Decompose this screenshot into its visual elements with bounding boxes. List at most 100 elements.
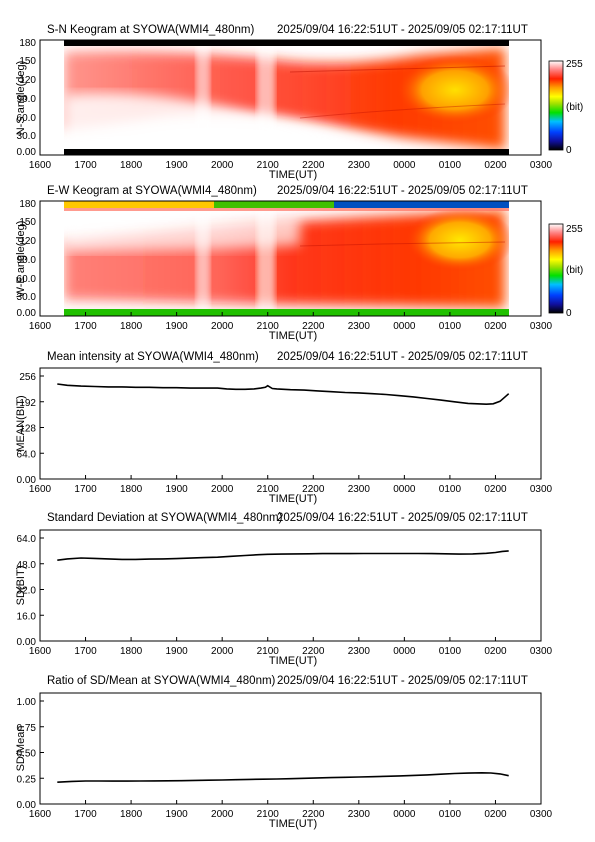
ratio-sd-mean-ylabel: SD/Mean xyxy=(15,726,27,772)
sn-ytick-3: 90.0 xyxy=(17,94,37,105)
ew-colorbar-min: 0 xyxy=(566,308,572,319)
x-tick-label: 2200 xyxy=(302,321,325,332)
x-tick-label: 1600 xyxy=(29,321,52,332)
sn-ytick-6: 180 xyxy=(19,38,36,49)
ratio-sd-mean-ytick-label: 0.50 xyxy=(17,749,37,760)
mean-intensity-xtick-label: 2200 xyxy=(302,484,325,495)
x-tick-label: 0000 xyxy=(393,321,416,332)
ratio-sd-mean-ytick-label: 1.00 xyxy=(17,697,37,708)
ratio-sd-mean-xtick-label: 2000 xyxy=(211,809,234,820)
sn-colorbar-min: 0 xyxy=(566,145,572,156)
standard-deviation-ytick-label: 64.0 xyxy=(17,534,37,545)
sn-keogram-time-range: 2025/09/04 16:22:51UT - 2025/09/05 02:17… xyxy=(277,24,528,36)
standard-deviation-xtick-label: 0000 xyxy=(393,646,416,657)
ew-keogram-frame xyxy=(39,200,542,317)
ew-keogram-ylabel: W-E angle(deg) xyxy=(15,221,27,298)
standard-deviation-xtick-label: 1800 xyxy=(120,646,143,657)
x-axis-label: TIME(UT) xyxy=(269,330,317,342)
standard-deviation-ytick-label: 32.0 xyxy=(17,586,37,597)
ratio-sd-mean-series-line xyxy=(57,771,509,783)
standard-deviation-title: Standard Deviation at SYOWA(WMI4_480nm) xyxy=(47,512,283,524)
mean-intensity-ylabel: MEAN(BIT) xyxy=(15,395,27,451)
ew-keogram-panel: E-W Keogram at SYOWA(WMI4_480nm) 2025/09… xyxy=(15,185,583,342)
ratio-sd-mean-xtick-label: 0100 xyxy=(439,809,462,820)
mean-intensity-ytick-label: 192 xyxy=(19,398,36,409)
x-tick-label: 1800 xyxy=(120,321,143,332)
ew-ytick-2: 60.0 xyxy=(17,274,37,285)
x-tick-label: 2100 xyxy=(257,321,280,332)
ew-colorbar-unit: (bit) xyxy=(566,265,583,276)
mean-intensity-ytick-label: 128 xyxy=(19,424,36,435)
ratio-sd-mean-xtick-label: 1700 xyxy=(74,809,97,820)
standard-deviation-ytick-label: 0.00 xyxy=(17,637,37,648)
mean-intensity-xtick-label: 1900 xyxy=(166,484,189,495)
mean-intensity-ytick-label: 0.00 xyxy=(17,475,37,486)
sn-keogram-ylabel: N-S angle(deg) xyxy=(15,61,27,136)
sn-ytick-0: 0.00 xyxy=(17,147,37,158)
mean-intensity-time-range: 2025/09/04 16:22:51UT - 2025/09/05 02:17… xyxy=(277,351,528,363)
line-panels: Mean intensity at SYOWA(WMI4_480nm) 2025/… xyxy=(15,351,553,830)
sn-ytick-4: 120 xyxy=(19,75,36,86)
ratio-sd-mean-xtick-label: 0000 xyxy=(393,809,416,820)
standard-deviation-series-line xyxy=(57,550,509,561)
standard-deviation-xtick-label: 2300 xyxy=(348,646,371,657)
x-tick-label: 2300 xyxy=(348,160,371,171)
ratio-sd-mean-xtick-label: 1800 xyxy=(120,809,143,820)
mean-intensity-panel: Mean intensity at SYOWA(WMI4_480nm) 2025/… xyxy=(15,351,553,505)
x-tick-label: 2300 xyxy=(348,321,371,332)
ratio-sd-mean-title: Ratio of SD/Mean at SYOWA(WMI4_480nm) xyxy=(47,675,276,687)
standard-deviation-ylabel: SD(BIT) xyxy=(15,566,27,606)
mean-intensity-xtick-label: 1700 xyxy=(74,484,97,495)
standard-deviation-xtick-label: 2200 xyxy=(302,646,325,657)
mean-intensity-xtick-label: 2300 xyxy=(348,484,371,495)
mean-intensity-xtick-label: 0100 xyxy=(439,484,462,495)
ew-ytick-6: 180 xyxy=(19,199,36,210)
x-tick-label: 0200 xyxy=(484,160,507,171)
ratio-sd-mean-frame xyxy=(39,692,542,805)
sn-colorbar-unit: (bit) xyxy=(566,102,583,113)
mean-intensity-xtick-label: 0000 xyxy=(393,484,416,495)
x-tick-label: 1700 xyxy=(74,321,97,332)
x-tick-label: 0100 xyxy=(439,321,462,332)
x-tick-label: 1800 xyxy=(120,160,143,171)
standard-deviation-panel: Standard Deviation at SYOWA(WMI4_480nm) 2… xyxy=(15,512,553,667)
x-tick-label: 2200 xyxy=(302,160,325,171)
x-tick-label: 2100 xyxy=(257,160,280,171)
mean-intensity-xtick-label: 2100 xyxy=(257,484,280,495)
ew-ytick-0: 0.00 xyxy=(17,308,37,319)
sn-ytick-1: 30.0 xyxy=(17,131,37,142)
standard-deviation-xtick-label: 0300 xyxy=(530,646,553,657)
ratio-sd-mean-xtick-label: 2100 xyxy=(257,809,280,820)
standard-deviation-xtick-label: 1900 xyxy=(166,646,189,657)
x-tick-label: 1900 xyxy=(166,160,189,171)
sn-colorbar-max: 255 xyxy=(566,59,583,70)
ratio-sd-mean-xtick-label: 0300 xyxy=(530,809,553,820)
standard-deviation-xtick-label: 1600 xyxy=(29,646,52,657)
sn-keogram-title: S-N Keogram at SYOWA(WMI4_480nm) xyxy=(47,24,254,36)
ratio-sd-mean-ytick-label: 0.00 xyxy=(17,800,37,811)
ratio-sd-mean-xtick-label: 2200 xyxy=(302,809,325,820)
x-tick-label: 0200 xyxy=(484,321,507,332)
standard-deviation-ytick-label: 16.0 xyxy=(17,611,37,622)
mean-intensity-xtick-label: 0300 xyxy=(530,484,553,495)
sn-keogram-xaxis: 1600 1700 1800 1900 2000 2100 2200 2300 0000 0100… xyxy=(29,151,553,181)
sn-colorbar-gradient xyxy=(548,60,564,151)
mean-intensity-ytick-label: 256 xyxy=(19,372,36,383)
standard-deviation-frame xyxy=(39,529,542,642)
standard-deviation-xtick-label: 0200 xyxy=(484,646,507,657)
standard-deviation-xaxis-label: TIME(UT) xyxy=(269,655,317,667)
x-tick-label: 1900 xyxy=(166,321,189,332)
mean-intensity-xaxis-label: TIME(UT) xyxy=(269,493,317,505)
ew-ytick-5: 150 xyxy=(19,217,36,228)
mean-intensity-frame xyxy=(39,367,542,480)
mean-intensity-xtick-label: 1800 xyxy=(120,484,143,495)
ew-keogram-yaxis: 0.00 30.0 60.0 90.0 120 150 180 xyxy=(17,199,37,319)
x-tick-label: 1700 xyxy=(74,160,97,171)
sn-ytick-2: 60.0 xyxy=(17,113,37,124)
x-tick-label: 0300 xyxy=(530,160,553,171)
ew-keogram-title: E-W Keogram at SYOWA(WMI4_480nm) xyxy=(47,185,257,197)
ew-ytick-4: 120 xyxy=(19,236,36,247)
standard-deviation-xtick-label: 0100 xyxy=(439,646,462,657)
ew-colorbar: 255 (bit) 0 xyxy=(548,223,583,319)
ratio-sd-mean-xtick-label: 1900 xyxy=(166,809,189,820)
